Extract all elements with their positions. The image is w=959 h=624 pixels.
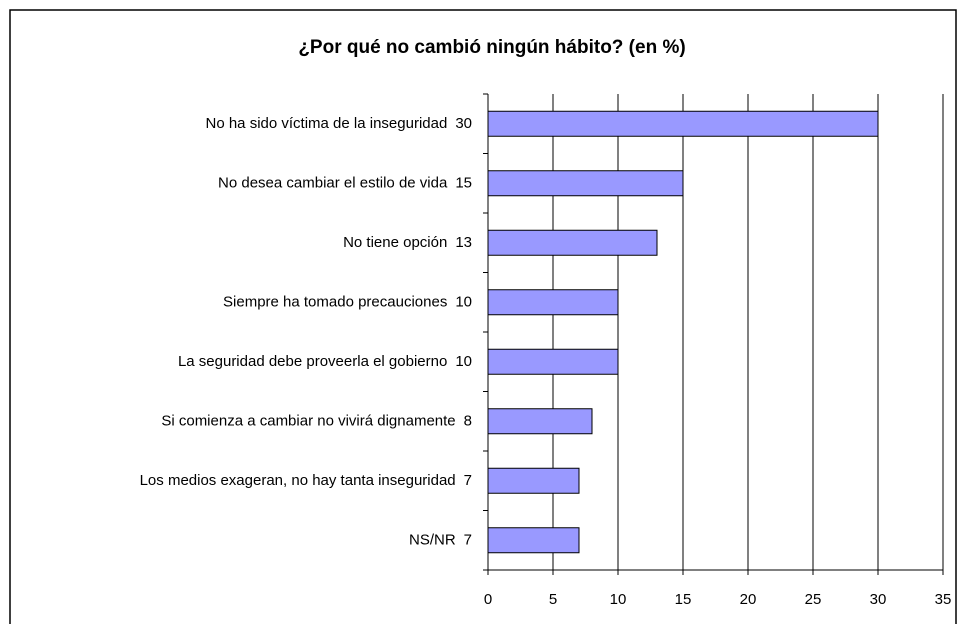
value-label: 7 [464,472,472,489]
value-label: 8 [464,412,472,429]
x-tick-label: 0 [484,591,492,608]
category-name: Siempre ha tomado precauciones [223,293,447,310]
x-tick-label: 20 [740,591,757,608]
x-tick-label: 35 [935,591,952,608]
category-label: La seguridad debe proveerla el gobierno 1… [178,353,472,370]
chart-frame [9,9,957,624]
bar [487,289,619,316]
category-name: No tiene opción [343,234,447,251]
category-label: NS/NR 7 [409,531,472,548]
value-label: 13 [455,234,472,251]
category-label: No tiene opción 13 [343,234,472,251]
category-label: Los medios exageran, no hay tanta insegu… [140,472,472,489]
category-name: La seguridad debe proveerla el gobierno [178,353,447,370]
x-tick-label: 30 [870,591,887,608]
bar [487,408,593,435]
category-label: No desea cambiar el estilo de vida 15 [218,174,472,191]
bar [487,467,580,494]
category-name: Si comienza a cambiar no vivirá dignamen… [161,412,455,429]
bar [487,229,658,256]
value-label: 15 [455,174,472,191]
category-label: Si comienza a cambiar no vivirá dignamen… [161,412,472,429]
value-label: 10 [455,353,472,370]
x-tick-label: 25 [805,591,822,608]
bar [487,527,580,554]
category-name: No ha sido víctima de la inseguridad [206,115,448,132]
x-tick-label: 15 [675,591,692,608]
category-name: No desea cambiar el estilo de vida [218,174,448,191]
bar [487,170,684,197]
category-label: No ha sido víctima de la inseguridad 30 [206,115,473,132]
x-tick-label: 5 [549,591,557,608]
category-name: NS/NR [409,531,456,548]
x-tick-label: 10 [610,591,627,608]
category-label: Siempre ha tomado precauciones 10 [223,293,472,310]
bar [487,348,619,375]
chart-title: ¿Por qué no cambió ningún hábito? (en %) [298,37,685,58]
value-label: 7 [464,531,472,548]
value-label: 10 [455,293,472,310]
bar [487,110,879,137]
value-label: 30 [455,115,472,132]
category-name: Los medios exageran, no hay tanta insegu… [140,472,456,489]
